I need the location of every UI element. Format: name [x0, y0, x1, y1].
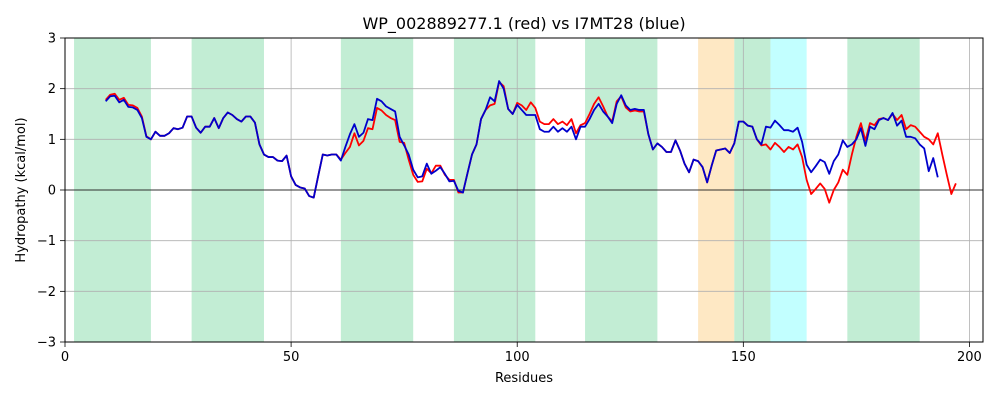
x-tick-label: 150	[731, 350, 756, 365]
x-tick-label: 0	[61, 350, 69, 365]
x-tick-label: 50	[283, 350, 300, 365]
x-tick-label: 100	[505, 350, 530, 365]
y-tick-label: −1	[37, 234, 56, 249]
series-lines	[105, 80, 957, 204]
x-tick-label: 200	[957, 350, 982, 365]
y-tick-label: 2	[48, 82, 56, 97]
y-ticks: −3 −2 −1 0 1 2 3	[37, 32, 65, 351]
y-tick-label: 0	[48, 184, 56, 199]
x-ticks: 0 50 100 150 200	[61, 342, 982, 365]
y-tick-label: 3	[48, 32, 56, 47]
x-axis-label: Residues	[495, 371, 553, 386]
y-tick-label: −3	[37, 336, 56, 351]
series-line-2	[105, 80, 939, 199]
y-axis-label: Hydropathy (kcal/mol)	[14, 117, 29, 262]
y-tick-label: 1	[48, 133, 56, 148]
y-tick-label: −2	[37, 285, 56, 300]
chart-title: WP_002889277.1 (red) vs I7MT28 (blue)	[362, 14, 685, 34]
